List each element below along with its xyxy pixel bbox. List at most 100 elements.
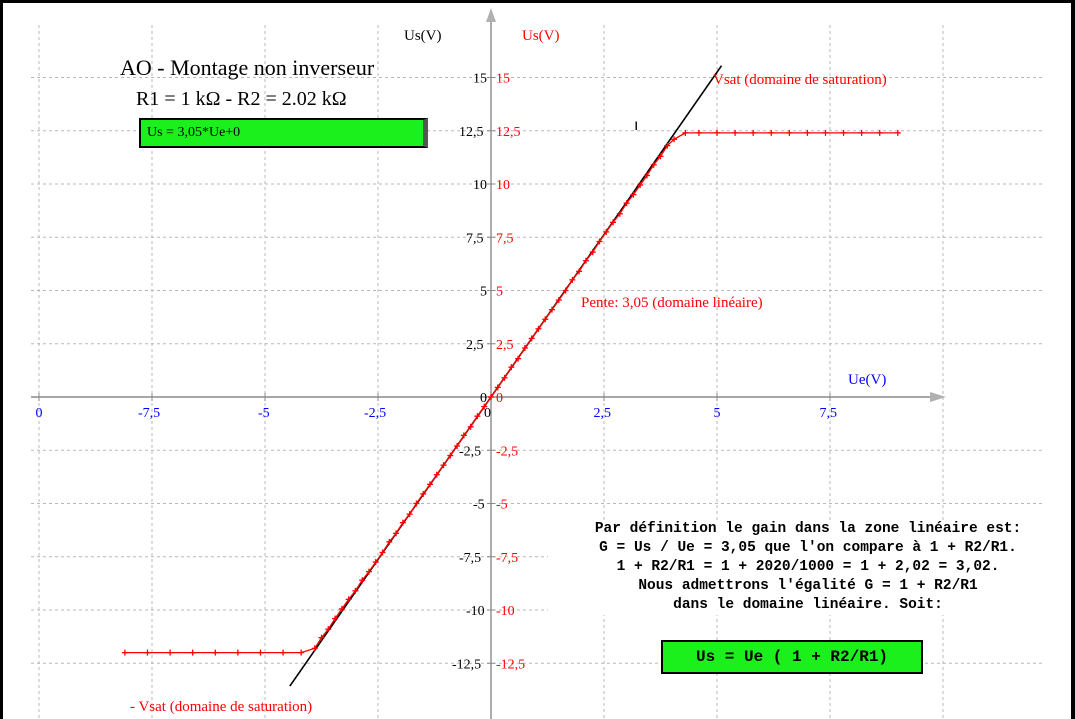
data-point — [121, 649, 128, 656]
y-tick-label-red: -12,5 — [496, 657, 525, 672]
y-tick-label-red: -5 — [496, 498, 508, 513]
data-point — [413, 500, 420, 507]
x-tick-label: -2,5 — [364, 406, 386, 421]
data-point — [643, 172, 650, 179]
data-point — [325, 626, 332, 633]
data-point — [298, 649, 305, 656]
data-point — [488, 394, 494, 400]
result-formula-box: Us = Ue ( 1 + R2/R1) — [661, 640, 923, 674]
data-point — [555, 297, 562, 304]
data-point — [338, 605, 345, 612]
y-axis-label-red: Us(V) — [522, 28, 560, 44]
data-point — [481, 403, 488, 410]
note-line: Nous admettrons l'égalité G = 1 + R2/R1 — [638, 578, 978, 594]
data-point — [318, 634, 325, 641]
data-point — [714, 129, 720, 136]
data-point — [501, 374, 508, 381]
data-point — [542, 316, 549, 323]
y-axis-label-black: Us(V) — [404, 28, 442, 44]
data-point — [460, 432, 467, 439]
y-tick-label-red: 7,5 — [496, 231, 514, 246]
data-point — [840, 129, 847, 136]
data-point — [352, 587, 359, 594]
data-point — [630, 191, 637, 198]
data-point — [750, 129, 757, 136]
data-point — [549, 306, 556, 313]
note-line: dans le domaine linéaire. Soit: — [673, 597, 943, 613]
note-line: G = Us / Ue = 3,05 que l'on compare à 1 … — [599, 540, 1017, 556]
x-tick-label: -5 — [258, 406, 270, 421]
x-tick-label: 5 — [714, 406, 721, 421]
result-formula-text: Us = Ue ( 1 + R2/R1) — [695, 648, 889, 666]
x-axis-arrow — [930, 392, 946, 402]
y-tick-label-red: 10 — [496, 178, 510, 193]
data-point — [494, 384, 501, 391]
y-tick-label-red: 0 — [496, 391, 503, 406]
vsat-positive-label: Vsat (domaine de saturation) — [713, 72, 887, 88]
y-tick-label-red: -7,5 — [496, 551, 518, 566]
data-point — [189, 649, 196, 656]
x-tick-label: 7,5 — [820, 406, 838, 421]
data-point — [637, 182, 644, 189]
y-tick-label-black: 5 — [480, 285, 487, 300]
data-point — [420, 490, 427, 497]
data-point — [822, 129, 829, 136]
data-point — [732, 129, 739, 136]
y-tick-label-red: -2,5 — [496, 444, 518, 459]
data-point — [257, 649, 264, 656]
data-point — [768, 129, 775, 136]
vsat-negative-label: - Vsat (domaine de saturation) — [130, 699, 312, 715]
data-point — [467, 423, 474, 430]
y-tick-label-red: 12,5 — [496, 125, 521, 140]
data-point — [682, 129, 689, 136]
data-point — [440, 462, 447, 469]
y-tick-label-black: 0 — [480, 391, 487, 406]
data-point — [372, 559, 379, 566]
x-axis-label: Ue(V) — [848, 372, 886, 388]
data-point — [144, 649, 151, 656]
data-point — [379, 549, 386, 556]
data-point — [695, 129, 702, 136]
data-point — [616, 210, 623, 217]
note-line: 1 + R2/R1 = 1 + 2020/1000 = 1 + 2,02 = 3… — [616, 559, 1000, 575]
y-tick-label-red: 2,5 — [496, 338, 514, 353]
x-tick-label: 0 — [484, 406, 491, 421]
data-point — [433, 471, 440, 478]
data-point — [167, 649, 174, 656]
data-point — [786, 129, 793, 136]
data-point — [535, 325, 542, 332]
data-point — [569, 276, 576, 283]
data-point — [212, 649, 219, 656]
data-point — [650, 161, 657, 168]
y-tick-label-black: 12,5 — [459, 125, 484, 140]
data-point — [576, 268, 583, 275]
fit-equation-text: Us = 3,05*Ue+0 — [147, 125, 241, 140]
measurement-curve — [124, 132, 898, 654]
data-point — [528, 335, 535, 342]
data-point — [332, 615, 339, 622]
x-tick-label: -7,5 — [138, 406, 160, 421]
data-point — [657, 153, 664, 160]
chart-series — [121, 65, 901, 687]
data-point — [876, 129, 883, 136]
y-tick-label-red: 15 — [496, 72, 510, 87]
gain-explanation: Par définition le gain dans la zone liné… — [548, 520, 1068, 615]
data-point — [406, 511, 413, 518]
chart-labels: Us(V) Us(V) Ue(V) Vsat (domaine de satur… — [130, 28, 887, 715]
chart-title: AO - Montage non inverseur — [120, 55, 375, 80]
data-point — [582, 257, 589, 264]
data-point — [596, 238, 603, 245]
y-tick-label-black: 15 — [473, 72, 487, 87]
y-tick-label-black: 2,5 — [466, 338, 484, 353]
data-point — [365, 568, 372, 575]
data-point — [454, 442, 461, 449]
y-tick-label-black: -10 — [466, 604, 485, 619]
data-point — [345, 596, 352, 603]
fit-equation-box: Us = 3,05*Ue+0 — [139, 118, 428, 148]
data-point — [234, 649, 241, 656]
data-point — [603, 228, 610, 235]
data-point — [623, 200, 630, 207]
data-point — [426, 481, 433, 488]
y-tick-label-black: -12,5 — [452, 657, 481, 672]
